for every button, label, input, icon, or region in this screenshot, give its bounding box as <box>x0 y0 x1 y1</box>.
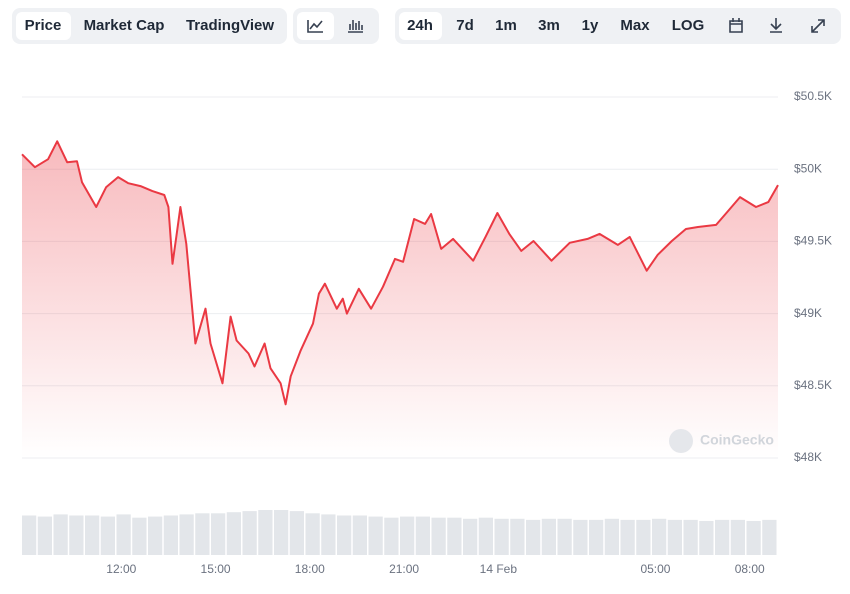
volume-bar <box>274 510 289 555</box>
volume-bar <box>494 518 509 555</box>
volume-bar <box>211 513 226 555</box>
volume-bar <box>589 519 604 555</box>
volume-bar <box>69 515 84 555</box>
range-button[interactable]: 1m <box>495 17 517 34</box>
volume-bar <box>321 514 336 555</box>
volume-bar <box>384 517 399 555</box>
volume-bar <box>683 519 698 555</box>
view-button[interactable]: TradingView <box>186 17 274 34</box>
icons <box>307 18 825 33</box>
volume-bar <box>116 514 131 555</box>
volume-bar <box>699 520 714 555</box>
volume-bar <box>85 515 100 555</box>
volume-bar <box>667 519 682 555</box>
volume-bar <box>368 516 383 555</box>
volume-bar <box>715 519 730 555</box>
x-tick-label: 18:00 <box>295 562 325 576</box>
range-button[interactable]: 3m <box>538 17 560 34</box>
x-tick-label: 12:00 <box>106 562 136 576</box>
y-tick-label: $50.5K <box>794 89 832 103</box>
y-tick-label: $48K <box>794 450 822 464</box>
volume-bar <box>289 511 304 555</box>
candle-icon[interactable] <box>348 20 363 33</box>
range-button[interactable]: Max <box>620 17 650 34</box>
view-button[interactable]: Price <box>25 17 62 34</box>
volume-bar <box>53 514 68 555</box>
y-tick-label: $48.5K <box>794 378 832 392</box>
volume-bar <box>510 518 525 555</box>
volume-bar <box>37 516 52 555</box>
x-tick-label: 21:00 <box>389 562 419 576</box>
volume-bar <box>400 516 415 555</box>
volume-bar <box>258 510 273 555</box>
range-button[interactable]: 24h <box>407 17 433 34</box>
volume-bar <box>431 517 446 555</box>
x-tick-label: 15:00 <box>201 562 231 576</box>
volume-bar <box>22 515 37 555</box>
volume-bar <box>132 517 147 555</box>
price-line <box>21 140 779 406</box>
volume-bar <box>762 519 777 555</box>
volume-bar <box>620 519 635 555</box>
watermark: CoinGecko <box>700 432 774 448</box>
volume-bar <box>730 519 745 555</box>
volume-bar <box>478 517 493 555</box>
expand-icon[interactable] <box>811 19 825 33</box>
volume-bar <box>148 516 163 555</box>
y-tick-label: $49K <box>794 306 822 320</box>
line-chart-icon[interactable] <box>307 20 323 33</box>
volume-bar <box>652 518 667 555</box>
x-tick-label: 14 Feb <box>480 562 518 576</box>
volume-bar <box>557 518 572 555</box>
volume-bar <box>163 515 178 555</box>
view-group <box>12 8 287 44</box>
selected-pill <box>16 12 71 40</box>
volume-bar <box>526 519 541 555</box>
selected-pill <box>399 12 442 40</box>
volume-bar <box>226 512 241 555</box>
volume-bar <box>573 519 588 555</box>
volume-bar <box>604 518 619 555</box>
calendar-icon[interactable] <box>729 18 743 33</box>
logo <box>669 429 693 453</box>
view-button[interactable]: Market Cap <box>84 17 165 34</box>
y-tick-label: $50K <box>794 161 822 175</box>
volume-bar <box>242 511 257 555</box>
volume-bar <box>179 514 194 555</box>
range-group <box>395 8 841 44</box>
volume-bar <box>337 515 352 555</box>
volume-bar <box>100 516 115 555</box>
volume-bar <box>415 516 430 555</box>
range-button[interactable]: 7d <box>456 17 474 34</box>
x-tick-label: 05:00 <box>640 562 670 576</box>
volume-bar <box>541 518 556 555</box>
volume-bar <box>636 519 651 555</box>
range-button[interactable]: 1y <box>582 17 599 34</box>
download-icon[interactable] <box>770 18 782 33</box>
volume-bar <box>447 517 462 555</box>
volume-bar <box>463 518 478 555</box>
volume-bar <box>195 513 210 555</box>
range-button[interactable]: LOG <box>672 17 705 34</box>
volume-bar <box>746 520 761 555</box>
volume-bar <box>305 513 320 555</box>
area-fill <box>22 141 778 459</box>
volume-bar <box>352 515 367 555</box>
y-tick-label: $49.5K <box>794 234 832 248</box>
x-tick-label: 08:00 <box>735 562 765 576</box>
